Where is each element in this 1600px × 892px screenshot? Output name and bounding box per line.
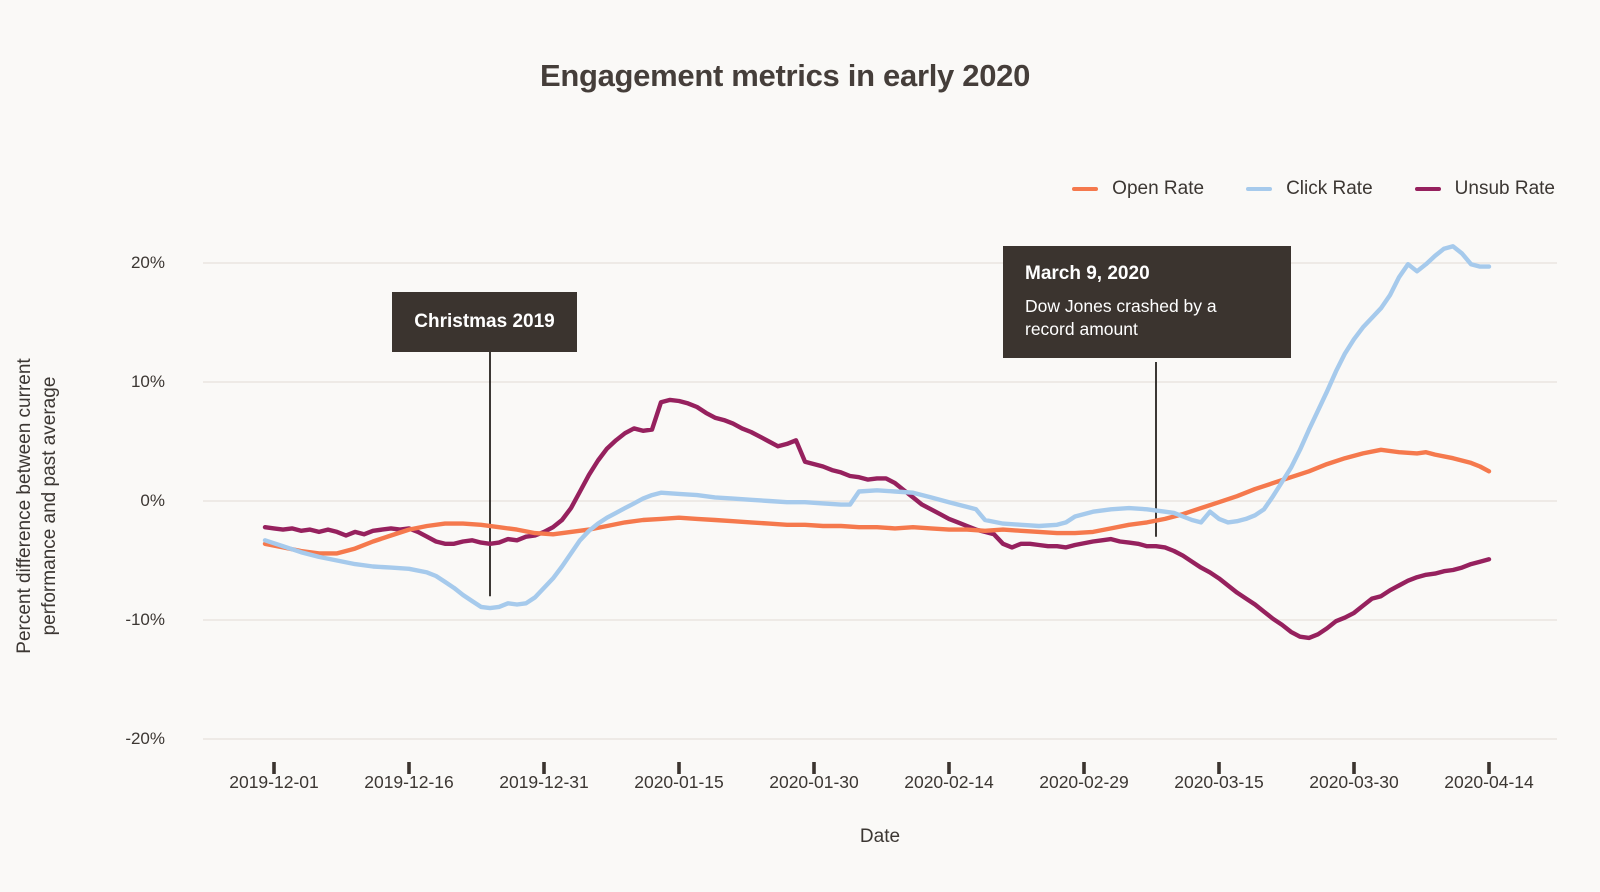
x-tick-label: 2020-02-29 bbox=[1039, 772, 1129, 792]
y-tick-label: -10% bbox=[125, 610, 165, 629]
annotation-march-9-2020: March 9, 2020 Dow Jones crashed by a rec… bbox=[1003, 246, 1291, 358]
x-tick-label: 2019-12-16 bbox=[364, 772, 454, 792]
unsub-rate-swatch-icon bbox=[1414, 187, 1441, 191]
annotation-title: Christmas 2019 bbox=[414, 311, 555, 332]
series-line-open-rate bbox=[262, 447, 1492, 556]
y-tick-label: 10% bbox=[130, 372, 165, 391]
series-line-unsub-rate bbox=[262, 397, 1492, 641]
legend-label: Unsub Rate bbox=[1454, 178, 1555, 199]
legend-item-click-rate[interactable]: Click Rate bbox=[1246, 178, 1373, 200]
y-tick-label: 0% bbox=[140, 491, 165, 510]
chart-title: Engagement metrics in early 2020 bbox=[539, 58, 1031, 93]
y-axis-title: Percent difference between current perfo… bbox=[14, 358, 60, 654]
legend-label: Open Rate bbox=[1112, 178, 1205, 199]
x-tick-label: 2020-03-15 bbox=[1174, 772, 1264, 792]
x-tick-label: 2020-01-15 bbox=[634, 772, 724, 792]
x-tick-label: 2019-12-01 bbox=[229, 772, 319, 792]
open-rate-swatch-icon bbox=[1072, 187, 1099, 191]
y-tick-label: -20% bbox=[125, 729, 165, 748]
legend-item-open-rate[interactable]: Open Rate bbox=[1072, 178, 1204, 200]
annotation-title: March 9, 2020 bbox=[1025, 263, 1150, 284]
x-tick-label: 2019-12-31 bbox=[499, 772, 589, 792]
y-tick-label: 20% bbox=[130, 253, 165, 272]
click-rate-swatch-icon bbox=[1246, 187, 1273, 191]
annotation-christmas-2019: Christmas 2019 bbox=[392, 292, 577, 352]
legend-label: Click Rate bbox=[1286, 178, 1373, 199]
legend-item-unsub-rate[interactable]: Unsub Rate bbox=[1414, 178, 1555, 200]
x-axis-title: Date bbox=[859, 826, 901, 847]
x-tick-label: 2020-01-30 bbox=[769, 772, 859, 792]
annotation-body: Dow Jones crashed by a record amount bbox=[1025, 296, 1217, 339]
x-tick-label: 2020-04-14 bbox=[1444, 772, 1534, 792]
x-tick-label: 2020-02-14 bbox=[904, 772, 994, 792]
x-tick-label: 2020-03-30 bbox=[1309, 772, 1399, 792]
series-line-click-rate bbox=[262, 244, 1492, 611]
legend: Open Rate Click Rate Unsub Rate bbox=[1072, 178, 1555, 200]
